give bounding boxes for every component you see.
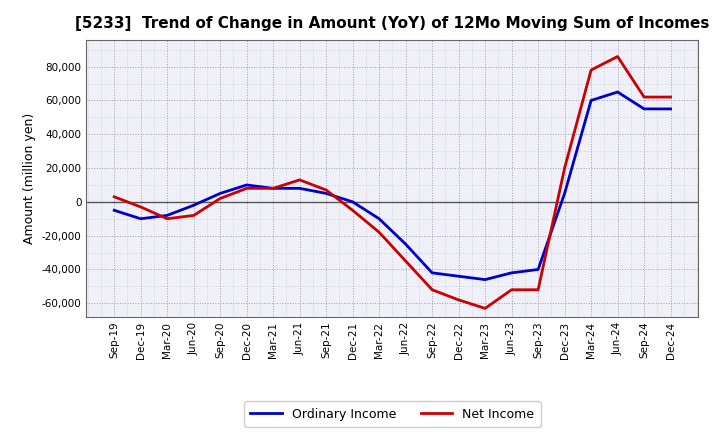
Net Income bbox=[587, 67, 595, 73]
Net Income bbox=[216, 196, 225, 201]
Ordinary Income bbox=[269, 186, 277, 191]
Ordinary Income bbox=[560, 191, 569, 196]
Net Income bbox=[110, 194, 119, 199]
Net Income bbox=[508, 287, 516, 293]
Net Income bbox=[269, 186, 277, 191]
Line: Net Income: Net Income bbox=[114, 56, 670, 308]
Ordinary Income bbox=[534, 267, 542, 272]
Ordinary Income bbox=[613, 89, 622, 95]
Net Income bbox=[401, 258, 410, 264]
Net Income bbox=[613, 54, 622, 59]
Ordinary Income bbox=[508, 270, 516, 275]
Ordinary Income bbox=[401, 242, 410, 247]
Ordinary Income bbox=[428, 270, 436, 275]
Ordinary Income bbox=[322, 191, 330, 196]
Net Income bbox=[454, 297, 463, 303]
Net Income bbox=[322, 187, 330, 193]
Ordinary Income bbox=[189, 202, 198, 208]
Y-axis label: Amount (million yen): Amount (million yen) bbox=[23, 113, 36, 244]
Net Income bbox=[560, 165, 569, 171]
Net Income bbox=[163, 216, 171, 221]
Ordinary Income bbox=[216, 191, 225, 196]
Net Income bbox=[428, 287, 436, 293]
Ordinary Income bbox=[454, 274, 463, 279]
Net Income bbox=[666, 95, 675, 100]
Ordinary Income bbox=[163, 213, 171, 218]
Ordinary Income bbox=[136, 216, 145, 221]
Line: Ordinary Income: Ordinary Income bbox=[114, 92, 670, 279]
Ordinary Income bbox=[243, 182, 251, 187]
Net Income bbox=[375, 230, 384, 235]
Net Income bbox=[481, 306, 490, 311]
Legend: Ordinary Income, Net Income: Ordinary Income, Net Income bbox=[244, 401, 541, 427]
Net Income bbox=[348, 208, 357, 213]
Ordinary Income bbox=[348, 199, 357, 205]
Net Income bbox=[189, 213, 198, 218]
Ordinary Income bbox=[481, 277, 490, 282]
Net Income bbox=[136, 204, 145, 209]
Ordinary Income bbox=[640, 106, 649, 111]
Net Income bbox=[534, 287, 542, 293]
Ordinary Income bbox=[666, 106, 675, 111]
Net Income bbox=[640, 95, 649, 100]
Net Income bbox=[295, 177, 304, 183]
Ordinary Income bbox=[375, 216, 384, 221]
Ordinary Income bbox=[110, 208, 119, 213]
Net Income bbox=[243, 186, 251, 191]
Ordinary Income bbox=[587, 98, 595, 103]
Title: [5233]  Trend of Change in Amount (YoY) of 12Mo Moving Sum of Incomes: [5233] Trend of Change in Amount (YoY) o… bbox=[75, 16, 710, 32]
Ordinary Income bbox=[295, 186, 304, 191]
